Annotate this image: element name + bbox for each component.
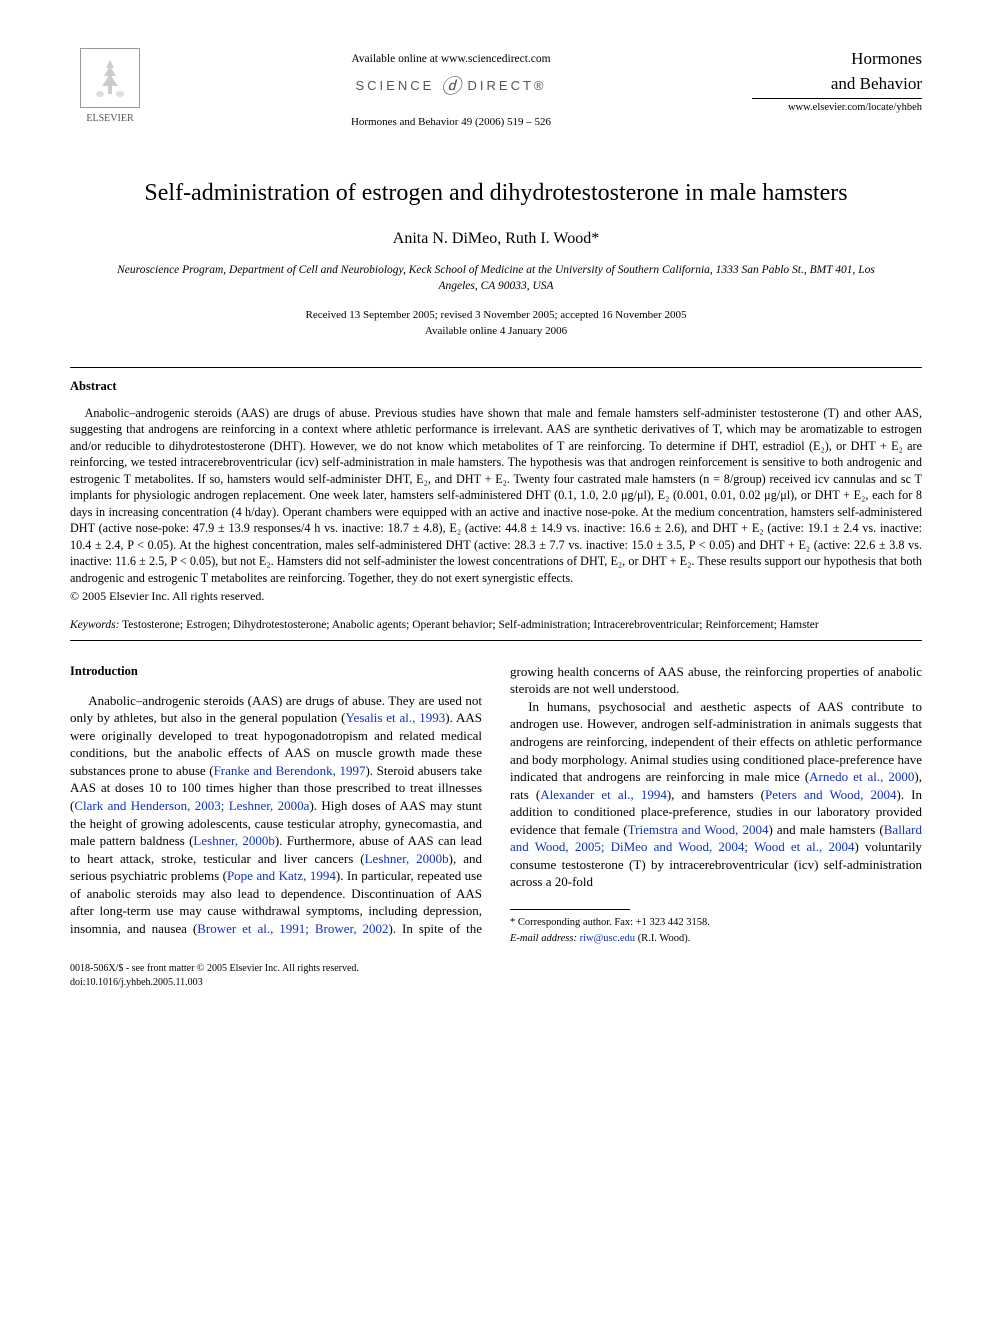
cite-arnedo[interactable]: Arnedo et al., 2000 [809, 769, 914, 784]
cite-pope[interactable]: Pope and Katz, 1994 [227, 868, 336, 883]
issn-line: 0018-506X/$ - see front matter © 2005 El… [70, 962, 922, 976]
available-online-text: Available online at www.sciencedirect.co… [150, 52, 752, 68]
doi-line: doi:10.1016/j.yhbeh.2005.11.003 [70, 976, 922, 990]
email-label: E-mail address: [510, 933, 577, 944]
intro-heading: Introduction [70, 663, 482, 680]
publisher-logo: ELSEVIER [70, 48, 150, 126]
elsevier-tree-icon [80, 48, 140, 108]
keywords-block: Keywords: Testosterone; Estrogen; Dihydr… [70, 618, 922, 634]
affiliation: Neuroscience Program, Department of Cell… [70, 263, 922, 294]
article-dates: Received 13 September 2005; revised 3 No… [70, 308, 922, 339]
cite-peters[interactable]: Peters and Wood, 2004 [765, 787, 897, 802]
sciencedirect-logo: SCIENCE ⓓ DIRECT® [150, 74, 752, 101]
journal-name-1: Hormones [752, 48, 922, 71]
abstract-body: Anabolic–androgenic steroids (AAS) are d… [70, 405, 922, 604]
cite-franke[interactable]: Franke and Berendonk, 1997 [214, 763, 366, 778]
cite-triemstra[interactable]: Triemstra and Wood, 2004 [628, 822, 769, 837]
front-matter: 0018-506X/$ - see front matter © 2005 El… [70, 962, 922, 989]
keywords-list: Testosterone; Estrogen; Dihydrotestoster… [122, 619, 819, 631]
locate-url: www.elsevier.com/locate/yhbeh [752, 101, 922, 115]
cite-leshner-b1[interactable]: Leshner, 2000b [193, 833, 274, 848]
abstract-text: Anabolic–androgenic steroids (AAS) are d… [70, 405, 922, 586]
cite-brower[interactable]: Brower et al., 1991; Brower, 2002 [197, 921, 388, 936]
authors: Anita N. DiMeo, Ruth I. Wood* [70, 228, 922, 250]
online-date: Available online 4 January 2006 [70, 324, 922, 339]
footnotes: * Corresponding author. Fax: +1 323 442 … [510, 916, 922, 946]
cite-clark[interactable]: Clark and Henderson, 2003; Leshner, 2000… [74, 798, 309, 813]
cite-yesalis[interactable]: Yesalis et al., 1993 [345, 710, 445, 725]
cite-alexander[interactable]: Alexander et al., 1994 [540, 787, 667, 802]
header-center: Available online at www.sciencedirect.co… [150, 48, 752, 129]
abstract-top-rule [70, 367, 922, 368]
sd-d-glyph: ⓓ [441, 76, 461, 98]
abstract-heading: Abstract [70, 378, 922, 395]
abstract-bottom-rule [70, 640, 922, 641]
journal-underline [752, 98, 922, 99]
intro-para-2: In humans, psychosocial and aesthetic as… [510, 698, 922, 891]
corresponding-author: * Corresponding author. Fax: +1 323 442 … [510, 916, 922, 930]
received-date: Received 13 September 2005; revised 3 No… [70, 308, 922, 323]
email-address[interactable]: riw@usc.edu [580, 933, 635, 944]
email-name: (R.I. Wood). [638, 933, 691, 944]
keywords-label: Keywords: [70, 619, 119, 631]
journal-header: ELSEVIER Available online at www.science… [70, 48, 922, 129]
cite-leshner-b2[interactable]: Leshner, 2000b [365, 851, 449, 866]
citation-line: Hormones and Behavior 49 (2006) 519 – 52… [150, 115, 752, 130]
copyright-line: © 2005 Elsevier Inc. All rights reserved… [70, 588, 922, 604]
body-columns: Introduction Anabolic–androgenic steroid… [70, 663, 922, 946]
publisher-name: ELSEVIER [70, 112, 150, 126]
footnote-rule [510, 909, 630, 910]
email-line: E-mail address: riw@usc.edu (R.I. Wood). [510, 932, 922, 946]
header-right: Hormones and Behavior www.elsevier.com/l… [752, 48, 922, 115]
journal-name-2: and Behavior [752, 73, 922, 96]
article-title: Self-administration of estrogen and dihy… [70, 177, 922, 209]
